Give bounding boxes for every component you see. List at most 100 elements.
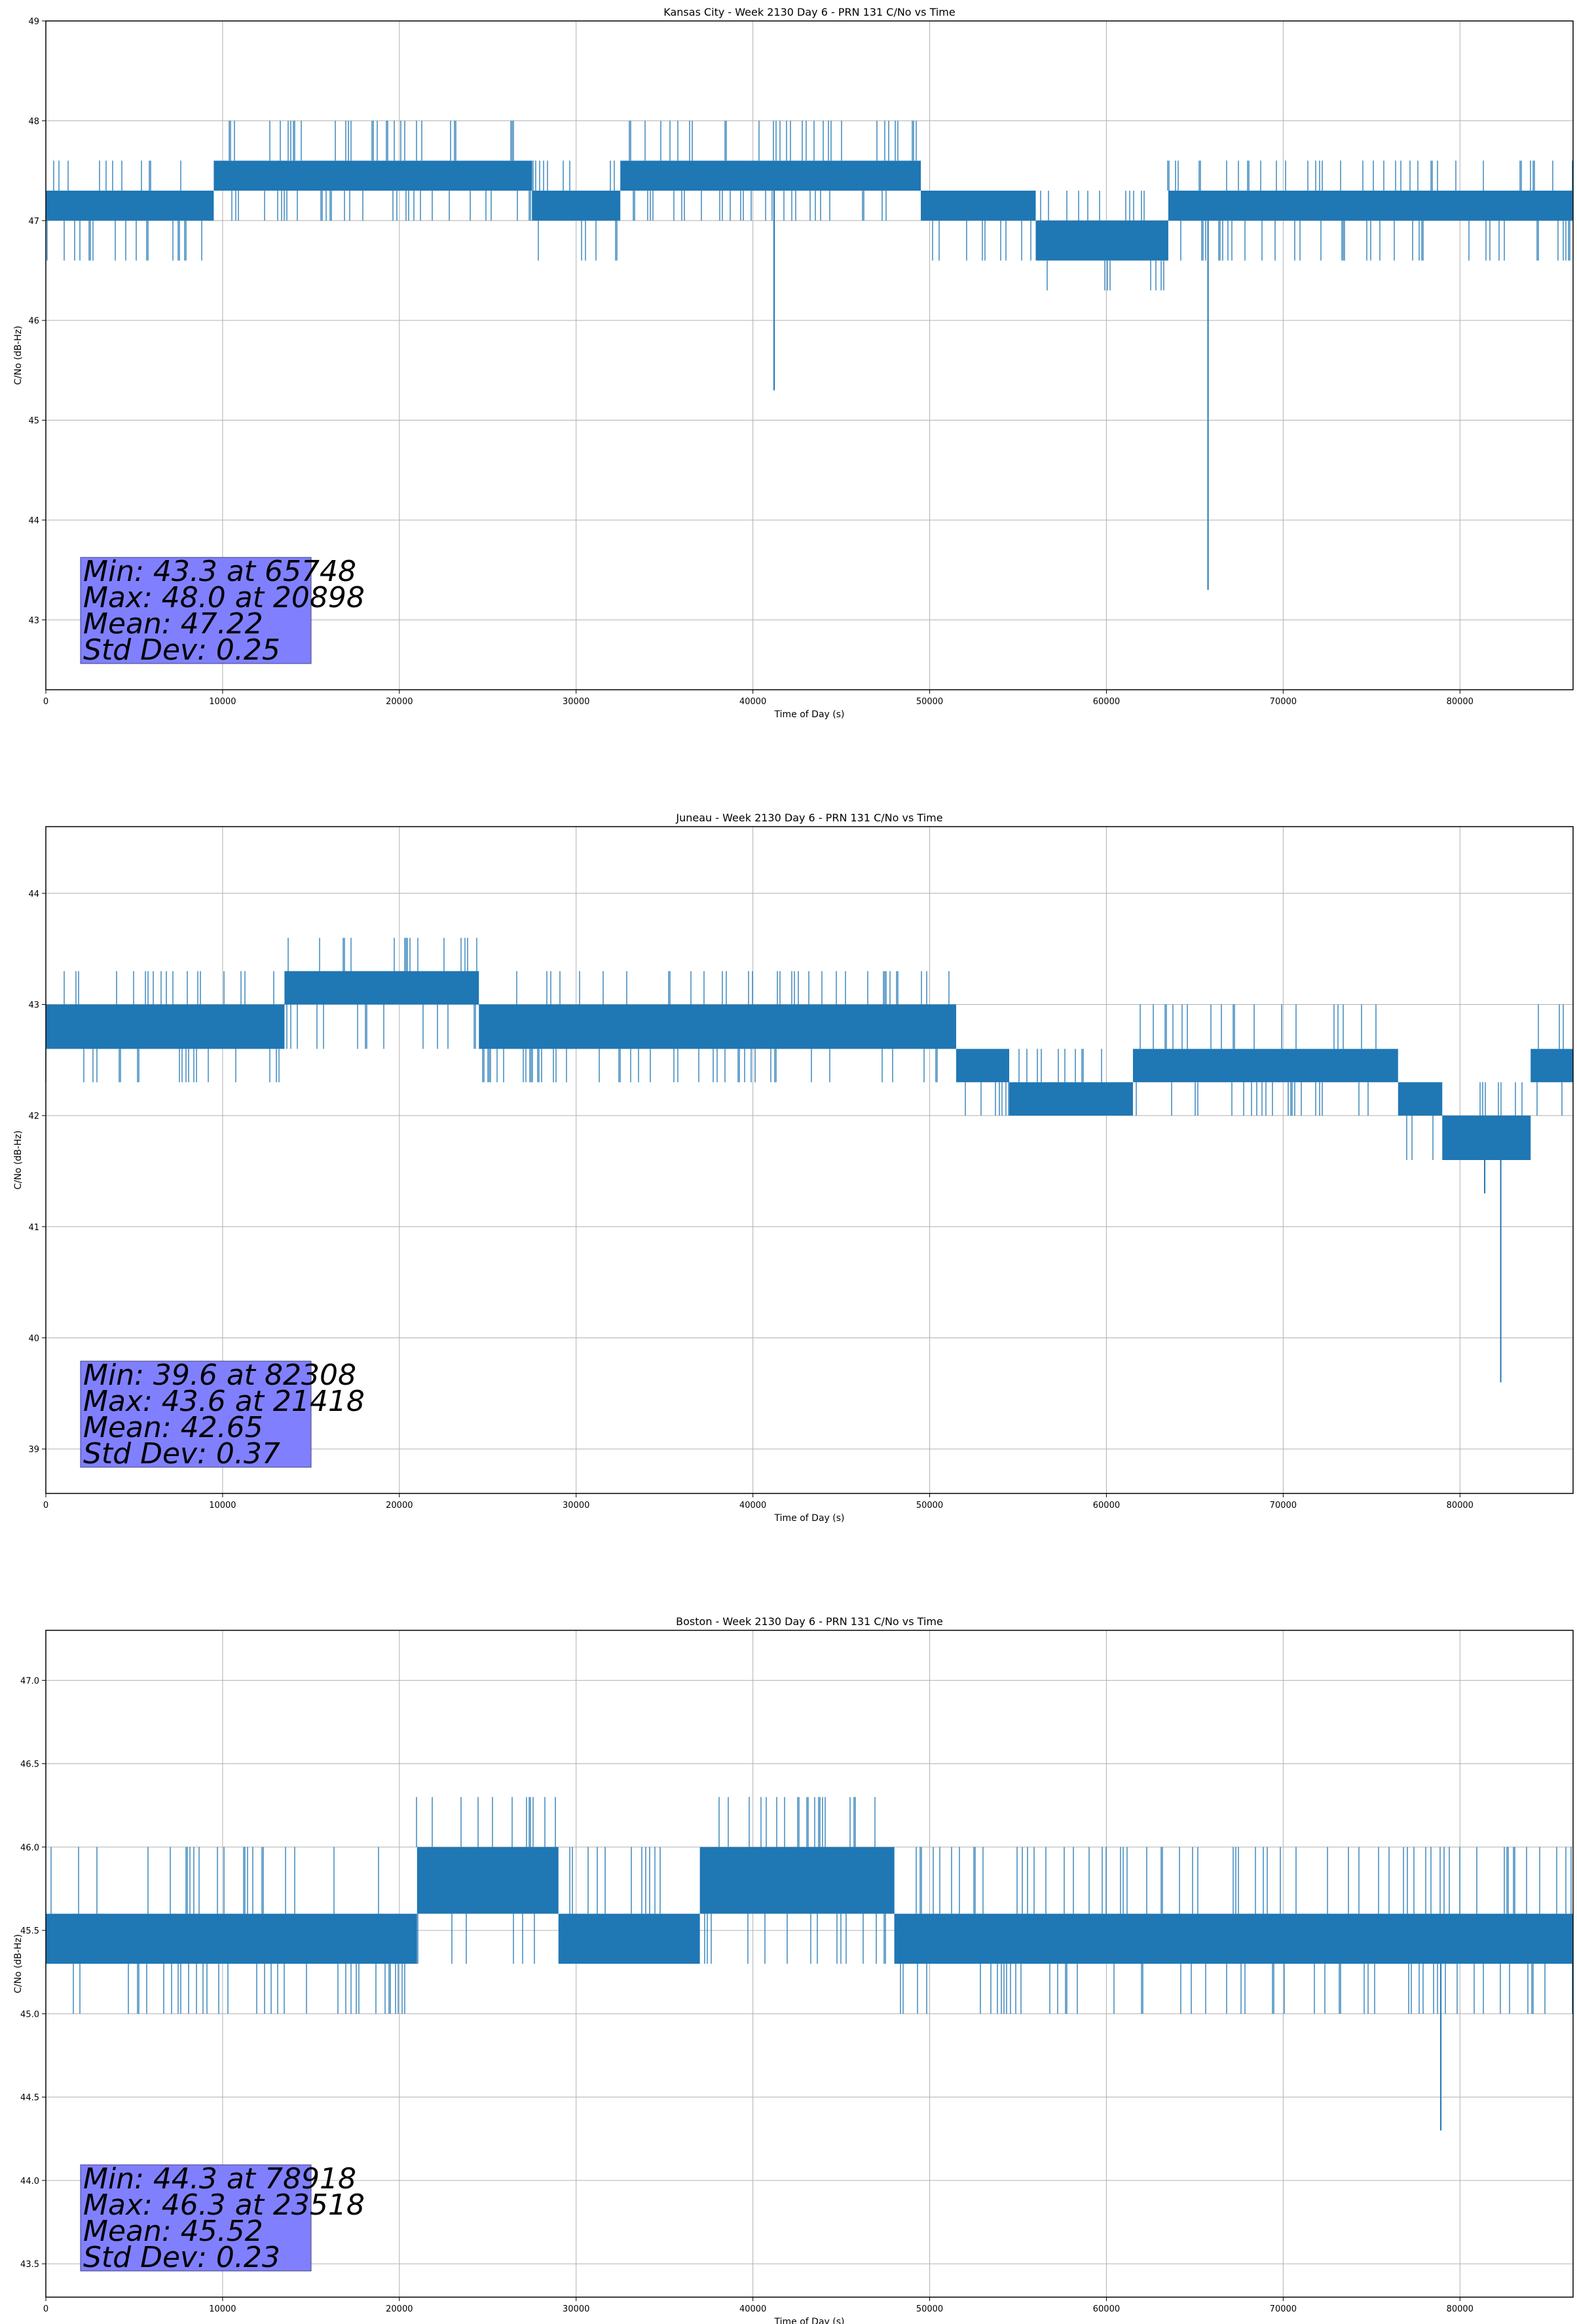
x-axis-label: Time of Day (s) xyxy=(774,1513,845,1524)
y-axis-label: C/No (dB-Hz) xyxy=(13,326,24,384)
series-band xyxy=(213,160,532,191)
y-tick-label: 44 xyxy=(28,516,39,526)
chart-1: Juneau - Week 2130 Day 6 - PRN 131 C/No … xyxy=(13,812,1574,1524)
y-tick-label: 44.0 xyxy=(20,2177,39,2186)
stats-line: Std Dev: 0.25 xyxy=(83,633,280,667)
series-band xyxy=(46,1004,285,1049)
x-tick-label: 20000 xyxy=(386,697,413,707)
x-axis-label: Time of Day (s) xyxy=(774,2317,845,2324)
stats-line: Min: 39.6 at 82308 xyxy=(83,1359,356,1392)
x-tick-label: 40000 xyxy=(739,697,766,707)
x-tick-label: 10000 xyxy=(209,1501,236,1510)
x-axis-label: Time of Day (s) xyxy=(774,709,845,720)
y-axis-label: C/No (dB-Hz) xyxy=(13,1934,24,1993)
x-tick-label: 60000 xyxy=(1093,1501,1120,1510)
y-tick-label: 46.0 xyxy=(20,1843,39,1853)
x-tick-label: 0 xyxy=(43,1501,48,1510)
y-tick-label: 44.5 xyxy=(20,2093,39,2103)
series-band xyxy=(1009,1082,1133,1116)
x-tick-label: 30000 xyxy=(563,697,589,707)
chart-0: Kansas City - Week 2130 Day 6 - PRN 131 … xyxy=(13,6,1574,720)
y-tick-label: 48 xyxy=(28,117,39,126)
series-band xyxy=(1398,1082,1443,1116)
y-tick-label: 45 xyxy=(28,417,39,426)
x-tick-label: 70000 xyxy=(1270,697,1297,707)
y-tick-label: 47 xyxy=(28,217,39,227)
y-tick-label: 44 xyxy=(28,890,39,899)
y-tick-label: 39 xyxy=(28,1445,39,1455)
series-band xyxy=(417,1846,559,1914)
series-band xyxy=(956,1049,1009,1083)
y-tick-label: 43 xyxy=(28,616,39,626)
y-tick-label: 43 xyxy=(28,1000,39,1010)
y-tick-label: 46 xyxy=(28,316,39,326)
series-band xyxy=(1035,220,1168,261)
series-band xyxy=(921,191,1036,221)
y-tick-label: 49 xyxy=(28,17,39,27)
stats-line: Mean: 42.65 xyxy=(83,1411,263,1444)
stats-line: Min: 43.3 at 65748 xyxy=(83,555,356,588)
series-band xyxy=(1168,191,1573,221)
chart-2: Boston - Week 2130 Day 6 - PRN 131 C/No … xyxy=(13,1615,1574,2324)
x-tick-label: 50000 xyxy=(916,697,943,707)
x-tick-label: 50000 xyxy=(916,1501,943,1510)
series-line xyxy=(46,121,1573,590)
series-band xyxy=(1531,1049,1573,1083)
series-band xyxy=(46,191,214,221)
x-tick-label: 70000 xyxy=(1270,2304,1297,2314)
x-tick-label: 40000 xyxy=(739,1501,766,1510)
stats-line: Std Dev: 0.37 xyxy=(83,1437,280,1471)
stats-line: Mean: 47.22 xyxy=(83,607,263,641)
x-tick-label: 40000 xyxy=(739,2304,766,2314)
series-line xyxy=(45,937,1573,1383)
chart-title: Boston - Week 2130 Day 6 - PRN 131 C/No … xyxy=(676,1615,943,1628)
y-tick-label: 45.0 xyxy=(20,2010,39,2019)
axes-frame xyxy=(45,1630,1574,2298)
stats-line: Min: 44.3 at 78918 xyxy=(83,2162,356,2196)
y-tick-label: 42 xyxy=(28,1112,39,1121)
x-tick-label: 30000 xyxy=(563,2304,589,2314)
y-axis-label: C/No (dB-Hz) xyxy=(13,1131,24,1190)
x-tick-label: 80000 xyxy=(1447,1501,1474,1510)
x-tick-label: 50000 xyxy=(916,2304,943,2314)
series-band xyxy=(558,1913,700,1964)
x-tick-label: 80000 xyxy=(1447,697,1474,707)
chart-title: Juneau - Week 2130 Day 6 - PRN 131 C/No … xyxy=(675,812,942,824)
y-tick-label: 46.5 xyxy=(20,1760,39,1770)
chart-title: Kansas City - Week 2130 Day 6 - PRN 131 … xyxy=(663,6,955,18)
series-band xyxy=(46,1913,417,1964)
series-band xyxy=(532,191,621,221)
x-tick-label: 30000 xyxy=(563,1501,589,1510)
x-tick-label: 0 xyxy=(43,2304,48,2314)
series-band xyxy=(479,1004,957,1049)
series-band xyxy=(699,1846,895,1914)
series-excursions xyxy=(46,121,1573,291)
x-tick-label: 20000 xyxy=(386,2304,413,2314)
x-tick-label: 60000 xyxy=(1093,697,1120,707)
y-tick-label: 41 xyxy=(28,1223,39,1233)
series-band xyxy=(284,971,479,1005)
series-band xyxy=(620,160,921,191)
stats-line: Std Dev: 0.23 xyxy=(83,2241,280,2274)
stats-line: Mean: 45.52 xyxy=(83,2215,263,2248)
y-tick-label: 40 xyxy=(28,1334,39,1343)
y-tick-label: 45.5 xyxy=(20,1926,39,1936)
stats-line: Max: 43.6 at 21418 xyxy=(83,1385,365,1418)
stats-line: Max: 46.3 at 23518 xyxy=(83,2188,365,2222)
series-line xyxy=(46,1797,1573,2131)
axes-frame xyxy=(45,826,1574,1494)
x-tick-label: 10000 xyxy=(209,697,236,707)
y-tick-label: 47.0 xyxy=(20,1676,39,1686)
axes-frame xyxy=(45,20,1574,690)
x-tick-label: 80000 xyxy=(1447,2304,1474,2314)
x-tick-label: 70000 xyxy=(1270,1501,1297,1510)
x-tick-label: 20000 xyxy=(386,1501,413,1510)
series-band xyxy=(1132,1049,1398,1083)
x-tick-label: 10000 xyxy=(209,2304,236,2314)
stats-line: Max: 48.0 at 20898 xyxy=(83,581,365,614)
stats-box-background xyxy=(80,1360,312,1468)
